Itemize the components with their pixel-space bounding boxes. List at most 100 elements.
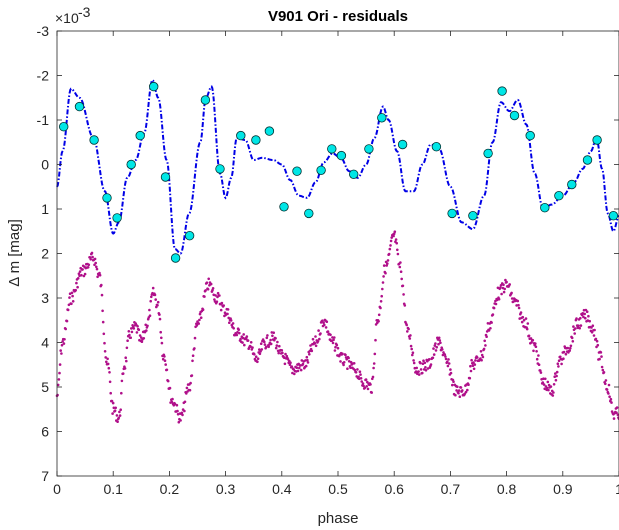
lower-point <box>289 361 292 365</box>
lower-point <box>451 383 454 387</box>
lower-point <box>577 324 580 328</box>
lower-point <box>396 252 400 256</box>
lower-point <box>474 359 477 362</box>
lower-point <box>365 385 369 388</box>
x-tick-label: 0.2 <box>160 481 180 497</box>
lower-point <box>149 299 152 303</box>
lower-point <box>90 251 94 255</box>
observed-point <box>160 172 171 182</box>
lower-point <box>421 371 424 375</box>
lower-point <box>534 342 537 345</box>
lower-point <box>170 400 174 404</box>
lower-point <box>260 348 264 351</box>
lower-point <box>188 388 192 392</box>
lower-point <box>339 360 342 363</box>
lower-point <box>277 351 281 355</box>
lower-point <box>204 289 207 292</box>
observed-point <box>279 202 289 212</box>
lower-point <box>213 298 216 301</box>
lower-point <box>271 334 274 338</box>
lower-point <box>267 345 271 349</box>
observed-point <box>497 86 507 96</box>
lower-point <box>461 389 464 392</box>
observed-point <box>74 101 85 112</box>
lower-point <box>431 356 435 360</box>
observed-point <box>215 164 225 174</box>
lower-point <box>163 359 167 363</box>
lower-point <box>569 344 573 348</box>
lower-point <box>112 406 116 410</box>
lower-point <box>183 409 186 413</box>
lower-point <box>473 363 477 366</box>
lower-point <box>298 366 301 370</box>
lower-point <box>615 411 618 415</box>
lower-point <box>508 283 512 286</box>
lower-point <box>314 335 317 338</box>
lower-point <box>137 328 141 332</box>
lower-point <box>435 345 439 349</box>
lower-point <box>313 342 317 345</box>
lower-point <box>447 362 451 365</box>
observed-point <box>582 155 593 165</box>
observed-point <box>377 113 387 123</box>
lower-point <box>570 336 574 340</box>
lower-point <box>321 319 324 323</box>
lower-point <box>398 265 402 269</box>
lower-point <box>129 336 132 340</box>
lower-point <box>555 370 559 374</box>
lower-point <box>264 345 268 349</box>
lower-point <box>278 344 281 348</box>
lower-point <box>542 377 545 381</box>
lower-point <box>117 416 121 420</box>
lower-point <box>612 417 616 420</box>
lower-point <box>331 341 335 345</box>
lower-point <box>258 348 261 351</box>
lower-point <box>198 318 201 322</box>
lower-point <box>238 331 241 335</box>
lower-point <box>482 347 486 351</box>
lower-point <box>76 285 79 289</box>
lower-point <box>555 374 558 378</box>
lower-point <box>266 334 269 337</box>
lower-point <box>231 322 235 325</box>
lower-point <box>569 346 572 350</box>
lower-point <box>82 274 86 278</box>
lower-point <box>402 293 405 296</box>
lower-point <box>454 393 457 397</box>
lower-point <box>263 340 266 344</box>
lower-point <box>572 325 575 328</box>
lower-point <box>372 366 375 370</box>
plot-area <box>55 78 619 424</box>
plot-frame <box>56 30 619 477</box>
lower-point <box>115 414 119 417</box>
lower-point <box>600 355 603 358</box>
lower-point <box>100 283 103 287</box>
lower-point <box>433 344 437 347</box>
lower-point <box>158 313 161 316</box>
lower-point <box>392 234 395 238</box>
lower-point <box>146 324 149 328</box>
y-exponent-base: ×10 <box>55 10 79 26</box>
lower-point <box>346 367 349 371</box>
lower-point <box>499 284 503 287</box>
lower-point <box>409 334 412 337</box>
observed-point <box>200 95 211 105</box>
lower-point <box>86 266 90 269</box>
lower-point <box>401 284 405 288</box>
lower-point <box>604 379 608 382</box>
lower-point <box>444 357 448 361</box>
lower-point <box>309 344 312 347</box>
lower-point <box>387 252 391 256</box>
lower-point <box>423 361 427 365</box>
lower-point <box>386 262 389 265</box>
lower-point <box>352 362 356 365</box>
lower-point <box>373 352 377 356</box>
observed-point <box>292 166 302 176</box>
lower-point <box>150 295 153 299</box>
lower-point <box>160 341 164 345</box>
lower-point <box>245 335 249 338</box>
lower-point <box>560 362 563 366</box>
lower-point <box>369 383 372 386</box>
lower-point <box>80 273 83 277</box>
lower-point <box>531 338 535 342</box>
